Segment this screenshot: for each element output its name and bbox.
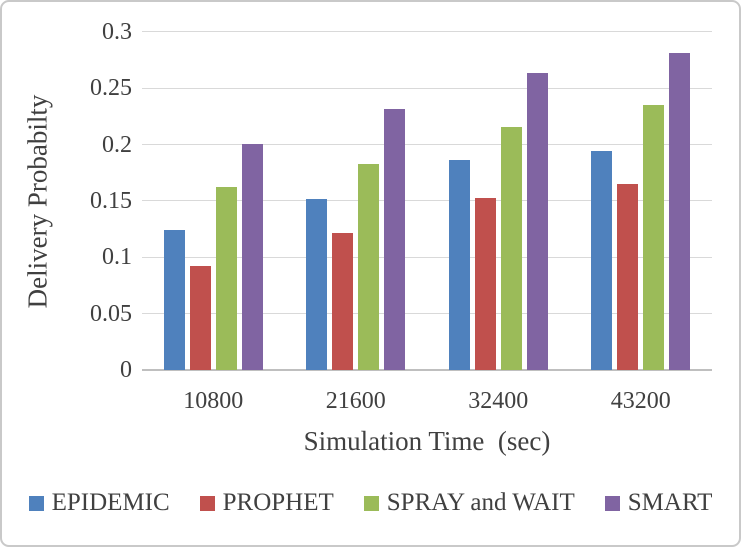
bar-smart-43200 (669, 53, 691, 370)
chart-legend: EPIDEMIC PROPHET SPRAY and WAIT SMART (2, 489, 739, 517)
legend-label: SPRAY and WAIT (386, 489, 575, 516)
gridline (142, 256, 712, 258)
plot-area (142, 31, 712, 371)
y-tick-label: 0 (120, 357, 132, 383)
legend-label: SMART (627, 489, 713, 516)
legend-item-spray-and-wait: SPRAY and WAIT (363, 489, 575, 517)
x-tick-label: 21600 (325, 388, 386, 414)
legend-item-epidemic: EPIDEMIC (28, 489, 170, 517)
legend-item-prophet: PROPHET (199, 489, 334, 517)
legend-label: EPIDEMIC (51, 489, 170, 516)
gridline (142, 87, 712, 89)
bar-spray-and-wait-32400 (500, 126, 522, 370)
bar-epidemic-10800 (163, 230, 185, 370)
bar-spray-and-wait-43200 (643, 105, 665, 370)
x-tick-label: 10800 (183, 388, 244, 414)
bar-smart-21600 (384, 108, 406, 370)
y-tick-label: 0.1 (102, 244, 132, 271)
x-axis-line (142, 369, 712, 371)
gridline (142, 31, 712, 33)
y-tick-label: 0.25 (90, 75, 132, 102)
bar-prophet-10800 (189, 266, 211, 370)
legend-swatch-icon (28, 495, 44, 511)
y-tick-label: 0.3 (102, 19, 132, 45)
gridline (142, 143, 712, 145)
bar-epidemic-43200 (591, 151, 613, 370)
y-tick-label: 0.2 (102, 131, 132, 158)
y-tick-label: 0.15 (90, 188, 132, 214)
legend-swatch-icon (199, 495, 215, 511)
y-tick-label: 0.05 (90, 300, 132, 327)
legend-item-smart: SMART (604, 489, 713, 517)
bar-epidemic-21600 (306, 198, 328, 370)
bar-epidemic-32400 (448, 160, 470, 370)
bar-spray-and-wait-21600 (358, 163, 380, 370)
bar-prophet-21600 (332, 232, 354, 370)
legend-swatch-icon (604, 495, 620, 511)
legend-label: PROPHET (222, 489, 334, 516)
bar-prophet-43200 (617, 184, 639, 370)
x-axis-title: Simulation Time (sec) (303, 426, 551, 456)
x-tick-label: 32400 (468, 388, 529, 414)
legend-swatch-icon (363, 495, 379, 511)
bar-prophet-32400 (474, 197, 496, 370)
x-tick-label: 43200 (610, 388, 671, 414)
gridline (142, 200, 712, 202)
bar-smart-10800 (241, 143, 263, 370)
gridline (142, 312, 712, 314)
bar-spray-and-wait-10800 (215, 187, 237, 370)
bar-smart-32400 (526, 72, 548, 370)
